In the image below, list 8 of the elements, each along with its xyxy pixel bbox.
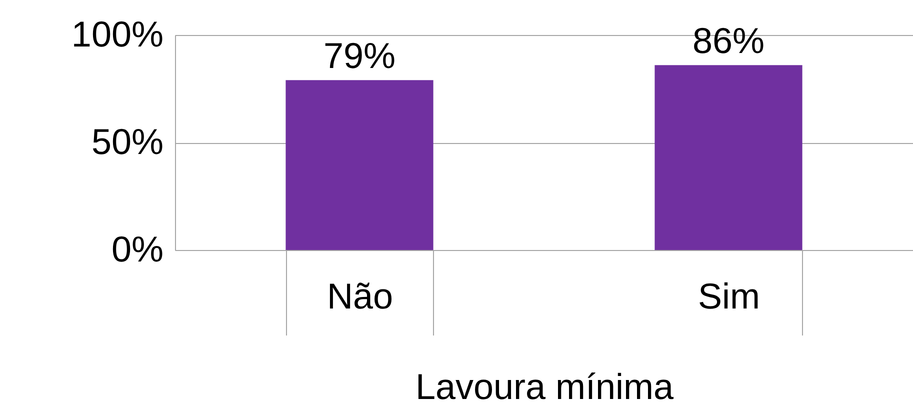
x-axis-title: Lavoura mínima [415,366,675,407]
x-tick-label: Sim [698,276,760,316]
y-tick-label: 0% [111,228,164,270]
y-tick-label: 50% [91,121,164,162]
data-label: 79% [323,35,396,76]
y-tick-label: 100% [71,14,164,54]
x-tick-label: Não [326,276,394,316]
data-label: 86% [692,20,765,62]
